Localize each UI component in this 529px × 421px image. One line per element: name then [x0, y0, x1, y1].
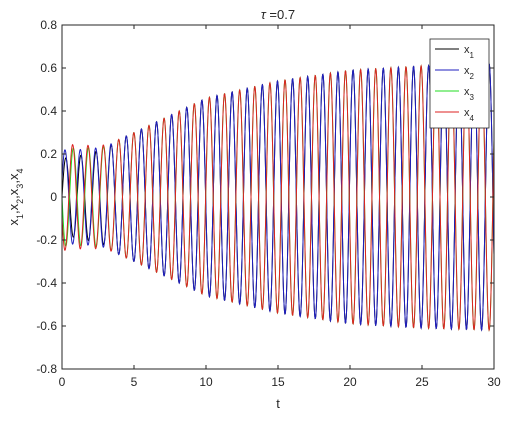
- chart-title: τ =0.7: [261, 7, 295, 22]
- y-tick-label: 0.4: [40, 104, 57, 118]
- legend-label-x3: x3: [464, 86, 475, 102]
- y-tick-label: 0: [50, 190, 57, 204]
- series-lines: [61, 62, 495, 332]
- legend: x1 x2 x3 x4: [429, 38, 490, 129]
- x-tick-label: 30: [487, 375, 501, 389]
- legend-label-x1: x1: [464, 44, 475, 60]
- series-line-x4: [61, 62, 495, 332]
- x-tick-label: 5: [131, 375, 138, 389]
- x-tick-label: 10: [199, 375, 213, 389]
- y-tick-label: 0.2: [40, 147, 57, 161]
- series-line-x2: [61, 62, 495, 332]
- x-tick-label: 20: [343, 375, 357, 389]
- y-ticks: -0.8 -0.6 -0.4 -0.2 0 0.2 0.4 0.6 0.8: [36, 18, 494, 376]
- y-tick-label: -0.4: [36, 276, 57, 290]
- y-tick-label: -0.8: [36, 362, 57, 376]
- x-ticks: 0 5 10 15 20 25 30: [59, 25, 501, 389]
- y-tick-label: -0.6: [36, 319, 57, 333]
- chart-title-symbol: τ: [261, 7, 267, 22]
- legend-box: [429, 38, 490, 129]
- y-tick-label: -0.2: [36, 233, 57, 247]
- x-tick-label: 0: [59, 375, 66, 389]
- x-tick-label: 15: [271, 375, 285, 389]
- x-tick-label: 25: [415, 375, 429, 389]
- y-tick-label: 0.6: [40, 61, 57, 75]
- legend-label-x4: x4: [464, 107, 475, 123]
- plot-frame: [61, 24, 495, 370]
- x-axis-title: t: [276, 396, 280, 411]
- chart-title-value: =0.7: [266, 7, 295, 22]
- y-tick-label: 0.8: [40, 18, 57, 32]
- y-axis-title: x1,x2,x3,x4: [6, 169, 25, 226]
- legend-label-x2: x2: [464, 65, 475, 81]
